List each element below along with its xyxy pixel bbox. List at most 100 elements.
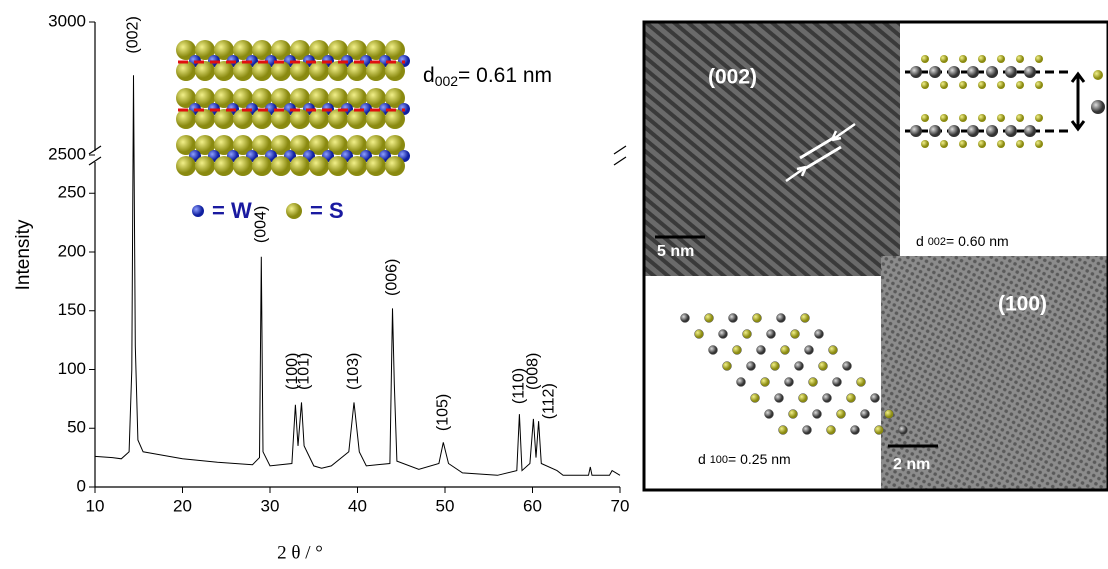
- s-atom: [837, 410, 846, 419]
- metal-atom: [719, 330, 728, 339]
- metal-atom: [871, 394, 880, 403]
- metal-atom: [967, 66, 979, 78]
- metal-atom: [929, 125, 941, 137]
- s-atom: [290, 109, 310, 129]
- s-atom: [847, 394, 856, 403]
- metal-atom: [1024, 125, 1036, 137]
- s-atom: [921, 140, 929, 148]
- peak-label: (103): [345, 353, 362, 390]
- legend-s: = S: [310, 198, 344, 223]
- metal-atom: [910, 66, 922, 78]
- s-atom: [1035, 55, 1043, 63]
- s-atom: [723, 362, 732, 371]
- s-atom: [978, 55, 986, 63]
- s-atom: [978, 81, 986, 89]
- y-tick-label: 200: [58, 241, 86, 260]
- structure-inset: [176, 40, 410, 176]
- w-atom-key: [192, 205, 204, 217]
- s-atom: [940, 81, 948, 89]
- s-atom: [195, 156, 215, 176]
- metal-atom: [767, 330, 776, 339]
- s-atom: [885, 410, 894, 419]
- metal-atom: [729, 314, 738, 323]
- s-atom: [857, 378, 866, 387]
- s-atom: [366, 156, 386, 176]
- scale-label: 2 nm: [893, 456, 930, 473]
- s-atom: [875, 426, 884, 435]
- metal-atom: [986, 66, 998, 78]
- legend-w: = W: [212, 198, 252, 223]
- d-spacing: d 100= 0.25 nm: [698, 451, 791, 467]
- metal-atom: [1005, 66, 1017, 78]
- y-tick-label: 100: [58, 359, 86, 378]
- metal-atom: [929, 66, 941, 78]
- peak-label: (006): [384, 259, 401, 296]
- s-atom: [751, 394, 760, 403]
- s-atom: [309, 61, 329, 81]
- s-atom: [1035, 81, 1043, 89]
- y-tick-label: 250: [58, 183, 86, 202]
- s-atom: [347, 156, 367, 176]
- metal-atom: [861, 410, 870, 419]
- x-tick-label: 50: [436, 496, 455, 515]
- peak-label: (101): [295, 353, 312, 390]
- s-atom: [385, 109, 405, 129]
- metal-atom: [775, 394, 784, 403]
- metal-atom: [815, 330, 824, 339]
- s-atom: [290, 61, 310, 81]
- peak-label: (004): [252, 206, 269, 243]
- s-atom: [997, 55, 1005, 63]
- x-tick-label: 20: [173, 496, 192, 515]
- s-atom: [290, 156, 310, 176]
- s-atom: [771, 362, 780, 371]
- s-atom: [819, 362, 828, 371]
- plot: 0501001502002502500300010203040506070(00…: [48, 11, 629, 515]
- s-atom: [705, 314, 714, 323]
- metal-atom: [823, 394, 832, 403]
- s-atom: [753, 314, 762, 323]
- metal-atom: [813, 410, 822, 419]
- metal-atom: [709, 346, 718, 355]
- s-atom: [733, 346, 742, 355]
- s-atom: [997, 114, 1005, 122]
- s-atom: [309, 109, 329, 129]
- s-atom: [176, 156, 196, 176]
- s-atom: [328, 61, 348, 81]
- x-tick-label: 60: [523, 496, 542, 515]
- metal-atom: [805, 346, 814, 355]
- metal-atom: [833, 378, 842, 387]
- x-tick-label: 10: [86, 496, 105, 515]
- metal-atom: [910, 125, 922, 137]
- s-atom: [252, 61, 272, 81]
- s-atom: [233, 109, 253, 129]
- s-atom: [252, 156, 272, 176]
- s-atom: [781, 346, 790, 355]
- s-atom: [997, 81, 1005, 89]
- s-atom-key: [286, 203, 302, 219]
- s-atom: [940, 140, 948, 148]
- y-tick-label: 0: [77, 476, 86, 495]
- s-atom: [176, 109, 196, 129]
- s-atom: [1016, 114, 1024, 122]
- s-atom: [233, 156, 253, 176]
- s-atom: [829, 346, 838, 355]
- s-atom: [921, 55, 929, 63]
- y-tick-label: 3000: [48, 11, 86, 30]
- metal-atom: [737, 378, 746, 387]
- tem-image-100: [881, 256, 1108, 490]
- s-atom: [801, 314, 810, 323]
- d-spacing: d 002= 0.60 nm: [916, 233, 1009, 249]
- y-tick-label: 150: [58, 300, 86, 319]
- x-tick-label: 40: [348, 496, 367, 515]
- metal-atom: [681, 314, 690, 323]
- s-atom: [1016, 81, 1024, 89]
- metal-atom: [986, 125, 998, 137]
- s-atom: [959, 81, 967, 89]
- s-atom: [779, 426, 788, 435]
- y-tick-label: 50: [67, 418, 86, 437]
- s-atom: [214, 156, 234, 176]
- metal-atom: [1091, 100, 1105, 114]
- metal-atom: [757, 346, 766, 355]
- s-atom: [1035, 140, 1043, 148]
- s-atom: [328, 156, 348, 176]
